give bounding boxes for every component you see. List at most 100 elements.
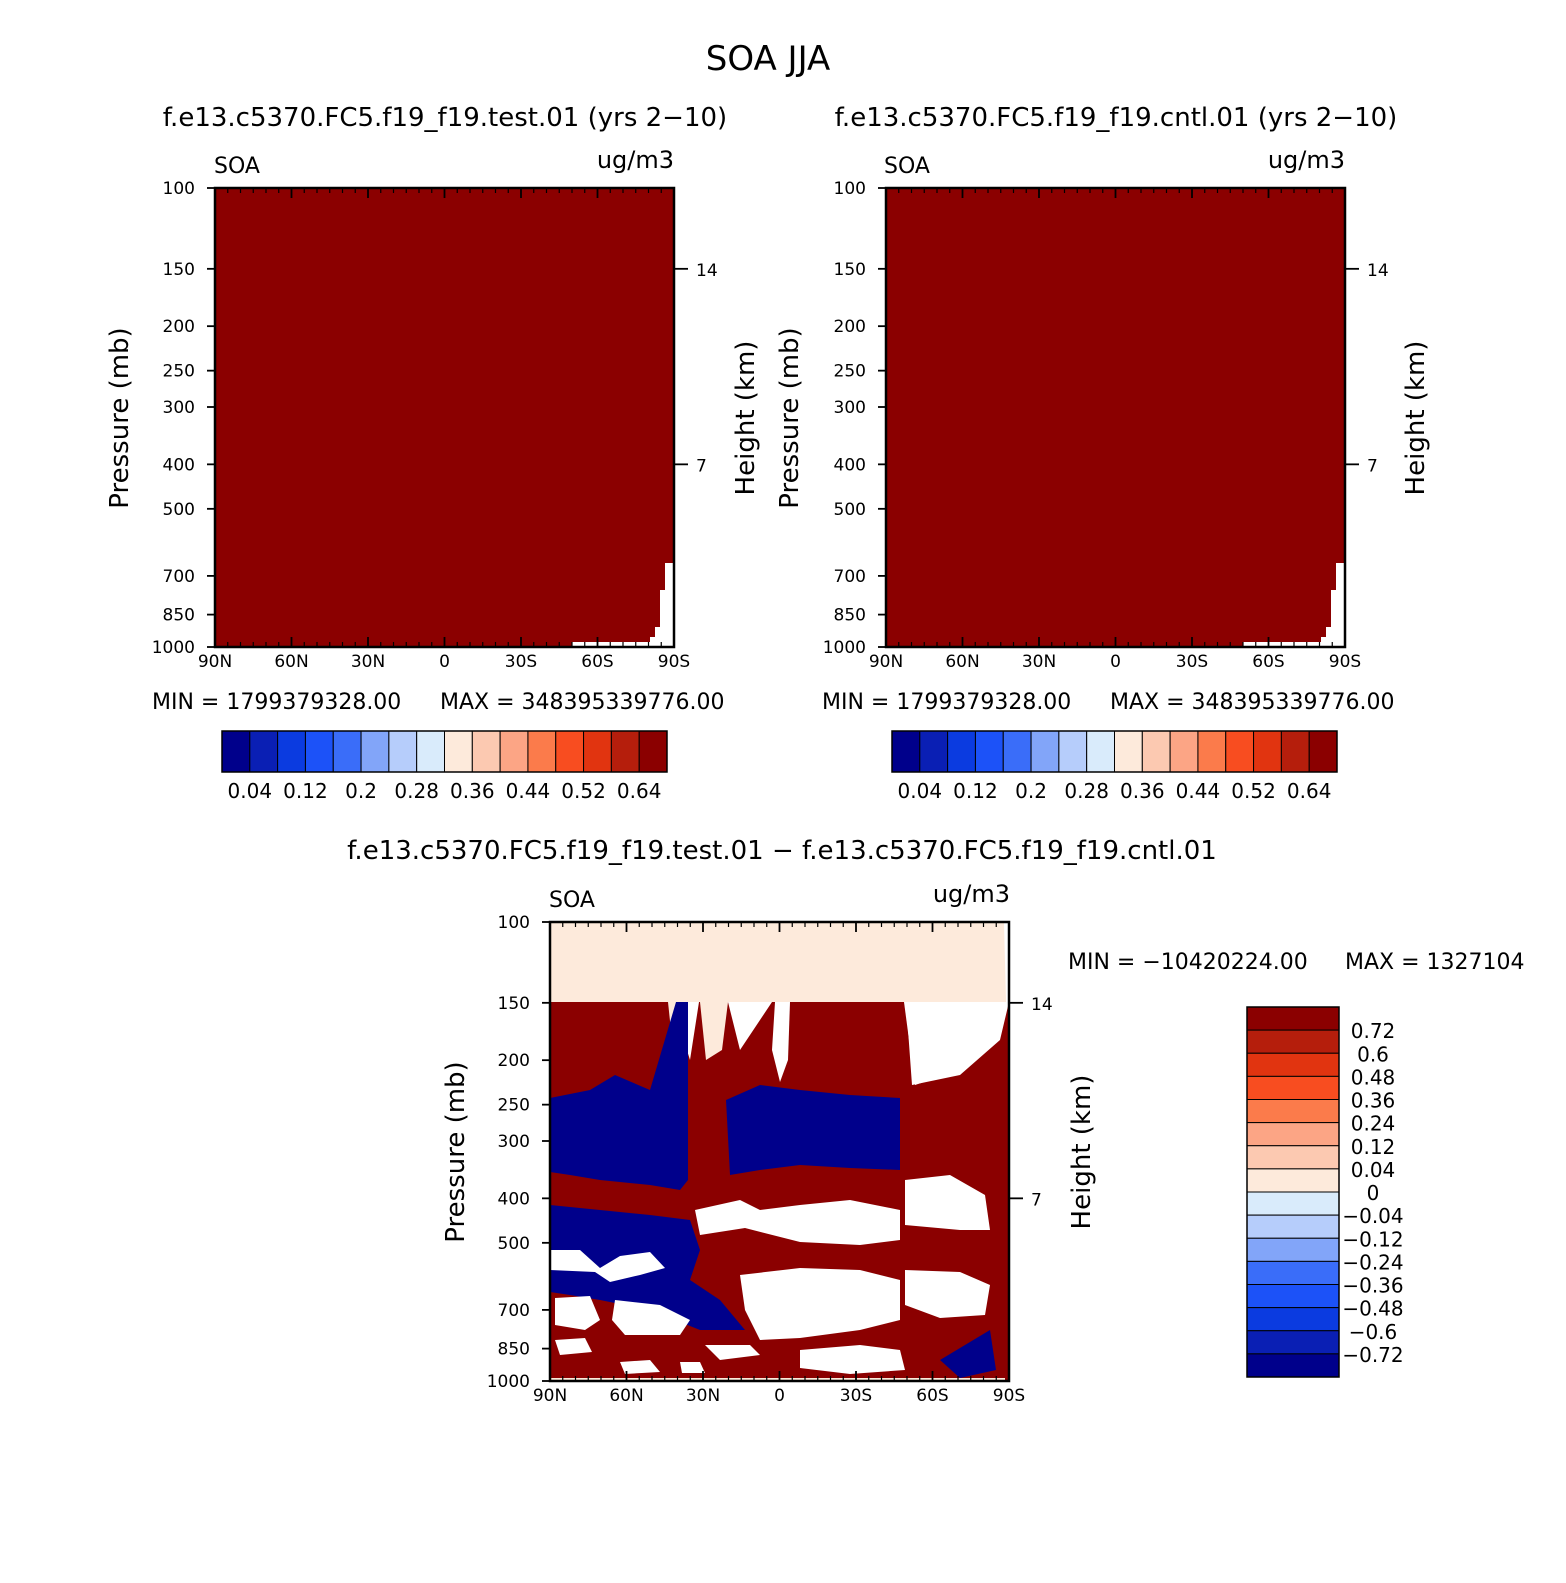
diff-upper-band	[550, 922, 1009, 1002]
colorbar-swatch	[277, 730, 306, 773]
diff-negative-region	[550, 1002, 688, 1190]
colorbar-label: 0.52	[1231, 779, 1276, 803]
diff-zero-pocket	[904, 1002, 996, 1085]
colorbar-swatch	[947, 730, 976, 773]
x-tick-label: 60N	[945, 652, 979, 672]
panel-test: f.e13.c5370.FC5.f19_f19.test.01 (yrs 2−1…	[105, 103, 761, 803]
panel-test-ylabel: Pressure (mb)	[105, 327, 135, 508]
colorbar-label: 0.12	[283, 779, 328, 803]
x-tick-label: 90N	[198, 652, 232, 672]
diff-zero-pocket	[555, 1296, 600, 1330]
y-tick-label: 200	[834, 317, 866, 337]
panel-difference-variable: SOA	[549, 888, 595, 913]
panel-test-units: ug/m3	[597, 146, 674, 174]
diff-zero-pocket	[705, 1345, 760, 1360]
colorbar-label: 0.44	[1176, 779, 1221, 803]
x-tick-label: 60S	[581, 652, 613, 672]
colorbar-swatch	[304, 730, 334, 773]
diff-zero-pocket	[800, 1345, 905, 1374]
panel-difference-colorbar: 0.720.60.480.360.240.120.040−0.04−0.12−0…	[1246, 1006, 1404, 1378]
y-tick-label: 400	[163, 455, 195, 475]
colorbar-label: 0.12	[953, 779, 998, 803]
y-tick-label: 150	[498, 994, 530, 1014]
colorbar-swatch	[1246, 1330, 1340, 1355]
x-tick-label: 90S	[658, 652, 690, 672]
panel-difference-units: ug/m3	[933, 880, 1010, 908]
diff-zero-pocket	[700, 1002, 728, 1060]
colorbar-swatch	[1246, 1168, 1340, 1193]
x-tick-label: 30N	[351, 652, 385, 672]
panel-test-missing-region	[572, 563, 674, 647]
y-tick-label: 500	[163, 500, 195, 520]
y-tick-label: 400	[834, 455, 866, 475]
x-tick-label: 60N	[274, 652, 308, 672]
y-tick-label: 1000	[152, 638, 195, 658]
colorbar-swatch	[1246, 1260, 1340, 1285]
colorbar-label: 0.64	[617, 779, 662, 803]
y-tick-label: 100	[834, 179, 866, 199]
x-tick-label: 60S	[916, 1386, 948, 1406]
y2-tick-label: 14	[1367, 261, 1389, 281]
x-tick-label: 60S	[1252, 652, 1284, 672]
colorbar-label: 0.44	[506, 779, 551, 803]
y2-tick-label: 7	[1367, 456, 1378, 476]
panel-difference-ylabel: Pressure (mb)	[441, 1061, 471, 1242]
colorbar-swatch	[527, 730, 557, 773]
colorbar-swatch	[1114, 730, 1143, 773]
diff-zero-pocket	[905, 1270, 990, 1318]
panel-control-title: f.e13.c5370.FC5.f19_f19.cntl.01 (yrs 2−1…	[835, 103, 1398, 133]
colorbar-label: 0.52	[561, 779, 606, 803]
colorbar-swatch	[1246, 1099, 1340, 1124]
diff-zero-pocket	[695, 1200, 900, 1245]
panel-test-field-fill	[215, 188, 674, 647]
y-tick-label: 1000	[487, 1372, 530, 1392]
colorbar-swatch	[919, 730, 949, 773]
panel-control-plot-area	[886, 188, 1345, 647]
diff-zero-pocket	[550, 1250, 665, 1282]
panel-control-y2label: Height (km)	[1401, 341, 1431, 496]
y2-tick-label: 14	[1031, 995, 1053, 1015]
colorbar-swatch	[1246, 1006, 1340, 1031]
colorbar-label: 0.04	[1351, 1158, 1396, 1182]
colorbar-label: 0.28	[1064, 779, 1109, 803]
colorbar-label: 0.04	[898, 779, 943, 803]
y-tick-label: 1000	[823, 638, 866, 658]
y-tick-label: 150	[163, 260, 195, 280]
colorbar-label: 0.36	[450, 779, 495, 803]
colorbar-swatch	[332, 730, 362, 773]
colorbar-swatch	[610, 730, 640, 773]
colorbar-swatch	[360, 730, 390, 773]
x-tick-label: 90S	[1329, 652, 1361, 672]
colorbar-label: −0.24	[1342, 1250, 1403, 1274]
panel-difference-y2label: Height (km)	[1067, 1075, 1097, 1230]
colorbar-label: 0.2	[345, 779, 377, 803]
y-tick-label: 150	[834, 260, 866, 280]
colorbar-swatch	[555, 730, 585, 773]
panel-control-missing-region	[1243, 563, 1345, 647]
colorbar-swatch	[1253, 730, 1282, 773]
diff-negative-region	[940, 1330, 996, 1378]
panel-test-min-label: MIN = 1799379328.00	[152, 690, 401, 715]
colorbar-label: −0.72	[1342, 1343, 1403, 1367]
colorbar-swatch	[1246, 1214, 1340, 1239]
panel-test-title: f.e13.c5370.FC5.f19_f19.test.01 (yrs 2−1…	[163, 103, 727, 133]
panel-control-min-label: MIN = 1799379328.00	[822, 690, 1071, 715]
x-tick-label: 0	[439, 652, 450, 672]
x-tick-label: 30S	[505, 652, 537, 672]
diff-zero-pocket	[772, 1002, 790, 1082]
colorbar-swatch	[1280, 730, 1310, 773]
colorbar-label: 0.64	[1287, 779, 1332, 803]
panel-test-plot-area	[215, 188, 674, 647]
panel-control-ylabel: Pressure (mb)	[775, 327, 805, 508]
colorbar-label: 0.6	[1357, 1042, 1389, 1066]
x-tick-label: 30S	[1176, 652, 1208, 672]
panel-test-max-label: MAX = 348395339776.00	[440, 690, 724, 715]
y-tick-label: 300	[834, 398, 866, 418]
colorbar-frame	[891, 730, 1338, 773]
y-tick-label: 700	[834, 567, 866, 587]
colorbar-swatch	[499, 730, 529, 773]
y-tick-label: 850	[498, 1340, 530, 1360]
panel-control-variable: SOA	[884, 154, 930, 179]
panel-control-max-label: MAX = 348395339776.00	[1110, 690, 1394, 715]
